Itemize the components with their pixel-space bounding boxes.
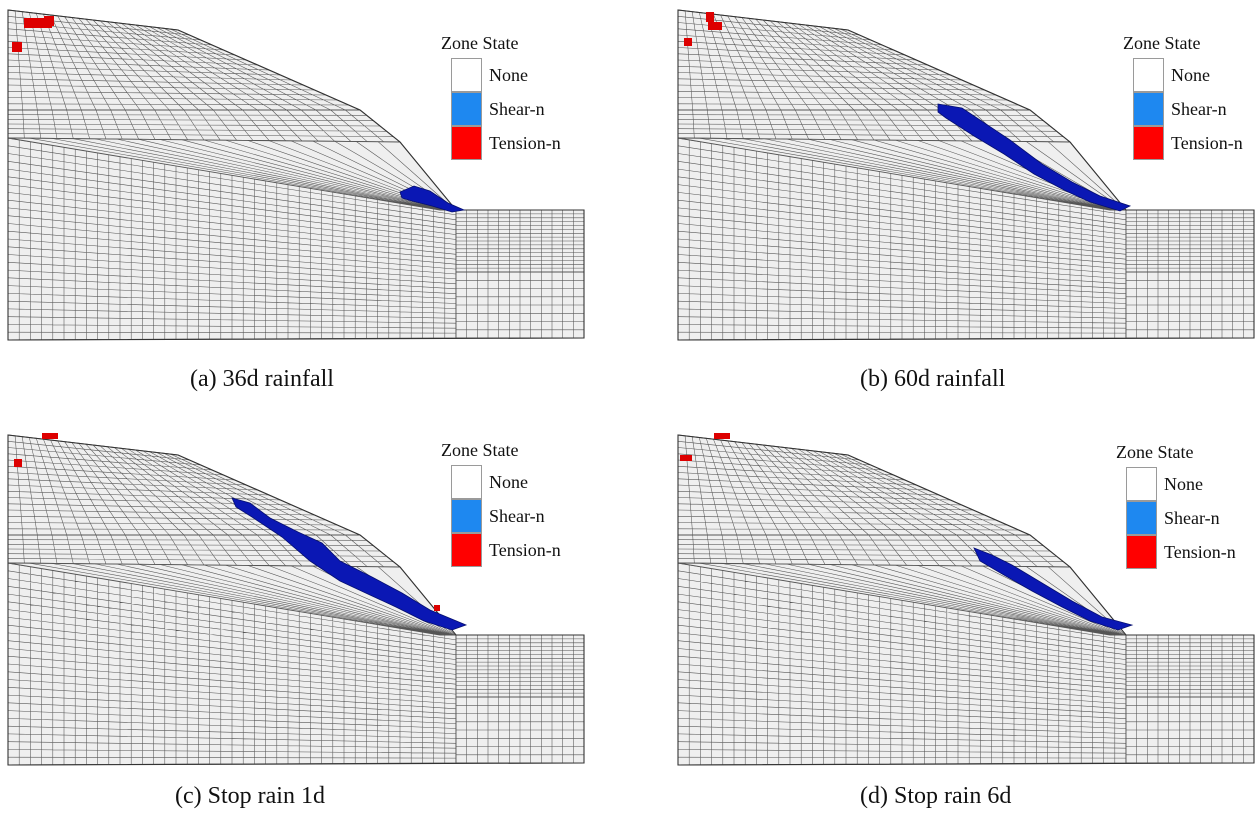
mesh-figure <box>7 433 585 766</box>
mesh-figure <box>677 433 1255 766</box>
tension-zone <box>14 459 22 467</box>
legend-swatch-shear <box>1133 92 1164 126</box>
mesh-lines <box>677 534 1064 568</box>
legend-swatch-tension <box>1126 535 1157 569</box>
legend-item-none: None <box>1133 58 1255 92</box>
legend-item-none: None <box>451 58 601 92</box>
legend-label: None <box>1171 65 1210 85</box>
mesh-outline <box>677 434 1255 766</box>
mesh-lines <box>7 435 349 536</box>
legend-title: Zone State <box>1116 442 1194 462</box>
shear-zone <box>937 103 1132 212</box>
tension-zone <box>714 433 730 439</box>
mesh-lines <box>7 10 349 111</box>
legend-swatch-tension <box>1133 126 1164 160</box>
shear-zone <box>973 547 1134 631</box>
mesh-lines <box>456 635 584 697</box>
mesh-lines <box>7 139 457 340</box>
legend-swatch-shear <box>451 92 482 126</box>
legend-item-tension: Tension-n <box>1133 126 1255 160</box>
mesh-lines <box>677 435 1019 536</box>
legend-label: Shear-n <box>489 506 545 526</box>
mesh-lines <box>677 564 1127 765</box>
tension-zone <box>44 16 54 26</box>
legend-title: Zone State <box>1123 33 1201 53</box>
legend-label: Tension-n <box>1171 133 1243 153</box>
mesh-lines <box>456 210 584 272</box>
legend-label: Tension-n <box>489 540 561 560</box>
legend-label: None <box>489 472 528 492</box>
legend-swatch-none <box>1133 58 1164 92</box>
legend-title: Zone State <box>441 33 519 53</box>
caption: (b) 60d rainfall <box>860 366 1006 392</box>
legend-item-shear: Shear-n <box>1126 501 1255 535</box>
tension-zone <box>434 605 440 611</box>
mesh-lines <box>1126 210 1254 272</box>
legend-swatch-none <box>1126 467 1157 501</box>
tension-zone <box>684 38 692 46</box>
legend-label: Shear-n <box>1171 99 1227 119</box>
legend-label: None <box>1164 474 1203 494</box>
shear-zone <box>231 497 468 631</box>
legend-label: None <box>489 65 528 85</box>
legend-item-shear: Shear-n <box>451 92 601 126</box>
legend-label: Shear-n <box>1164 508 1220 528</box>
legend-label: Tension-n <box>489 133 561 153</box>
mesh-lines <box>456 697 584 763</box>
legend-item-tension: Tension-n <box>451 126 601 160</box>
mesh-lines <box>1126 272 1254 338</box>
mesh-lines <box>7 564 457 765</box>
legend-item-tension: Tension-n <box>1126 535 1255 569</box>
legend-swatch-shear <box>1126 501 1157 535</box>
legend-item-shear: Shear-n <box>1133 92 1255 126</box>
legend-label: Tension-n <box>1164 542 1236 562</box>
legend-item-none: None <box>1126 467 1255 501</box>
mesh-figure <box>677 9 1255 341</box>
mesh-outline <box>677 9 1255 341</box>
tension-zone <box>680 455 692 461</box>
legend-label: Shear-n <box>489 99 545 119</box>
mesh-lines <box>1126 697 1254 763</box>
mesh-figure <box>7 9 585 341</box>
legend-swatch-tension <box>451 533 482 567</box>
tension-zone <box>42 433 58 439</box>
legend-title: Zone State <box>441 440 519 460</box>
caption: (a) 36d rainfall <box>190 366 334 392</box>
tension-zone <box>12 42 22 52</box>
legend-swatch-none <box>451 465 482 499</box>
tension-zone <box>24 18 52 28</box>
mesh-lines <box>1126 635 1254 697</box>
mesh-lines <box>677 10 1019 111</box>
caption: (d) Stop rain 6d <box>860 783 1012 809</box>
mesh-lines <box>456 272 584 338</box>
mesh-lines <box>7 109 394 143</box>
tension-zone <box>708 22 722 30</box>
mesh-lines <box>29 137 456 211</box>
legend-item-none: None <box>451 465 601 499</box>
legend-item-shear: Shear-n <box>451 499 601 533</box>
tension-zone <box>706 12 714 22</box>
shear-zone <box>399 185 466 213</box>
legend-item-tension: Tension-n <box>451 533 601 567</box>
legend-swatch-none <box>451 58 482 92</box>
legend-swatch-tension <box>451 126 482 160</box>
mesh-outline <box>7 434 585 766</box>
mesh-lines <box>677 139 1127 340</box>
caption: (c) Stop rain 1d <box>175 783 325 809</box>
legend-swatch-shear <box>451 499 482 533</box>
